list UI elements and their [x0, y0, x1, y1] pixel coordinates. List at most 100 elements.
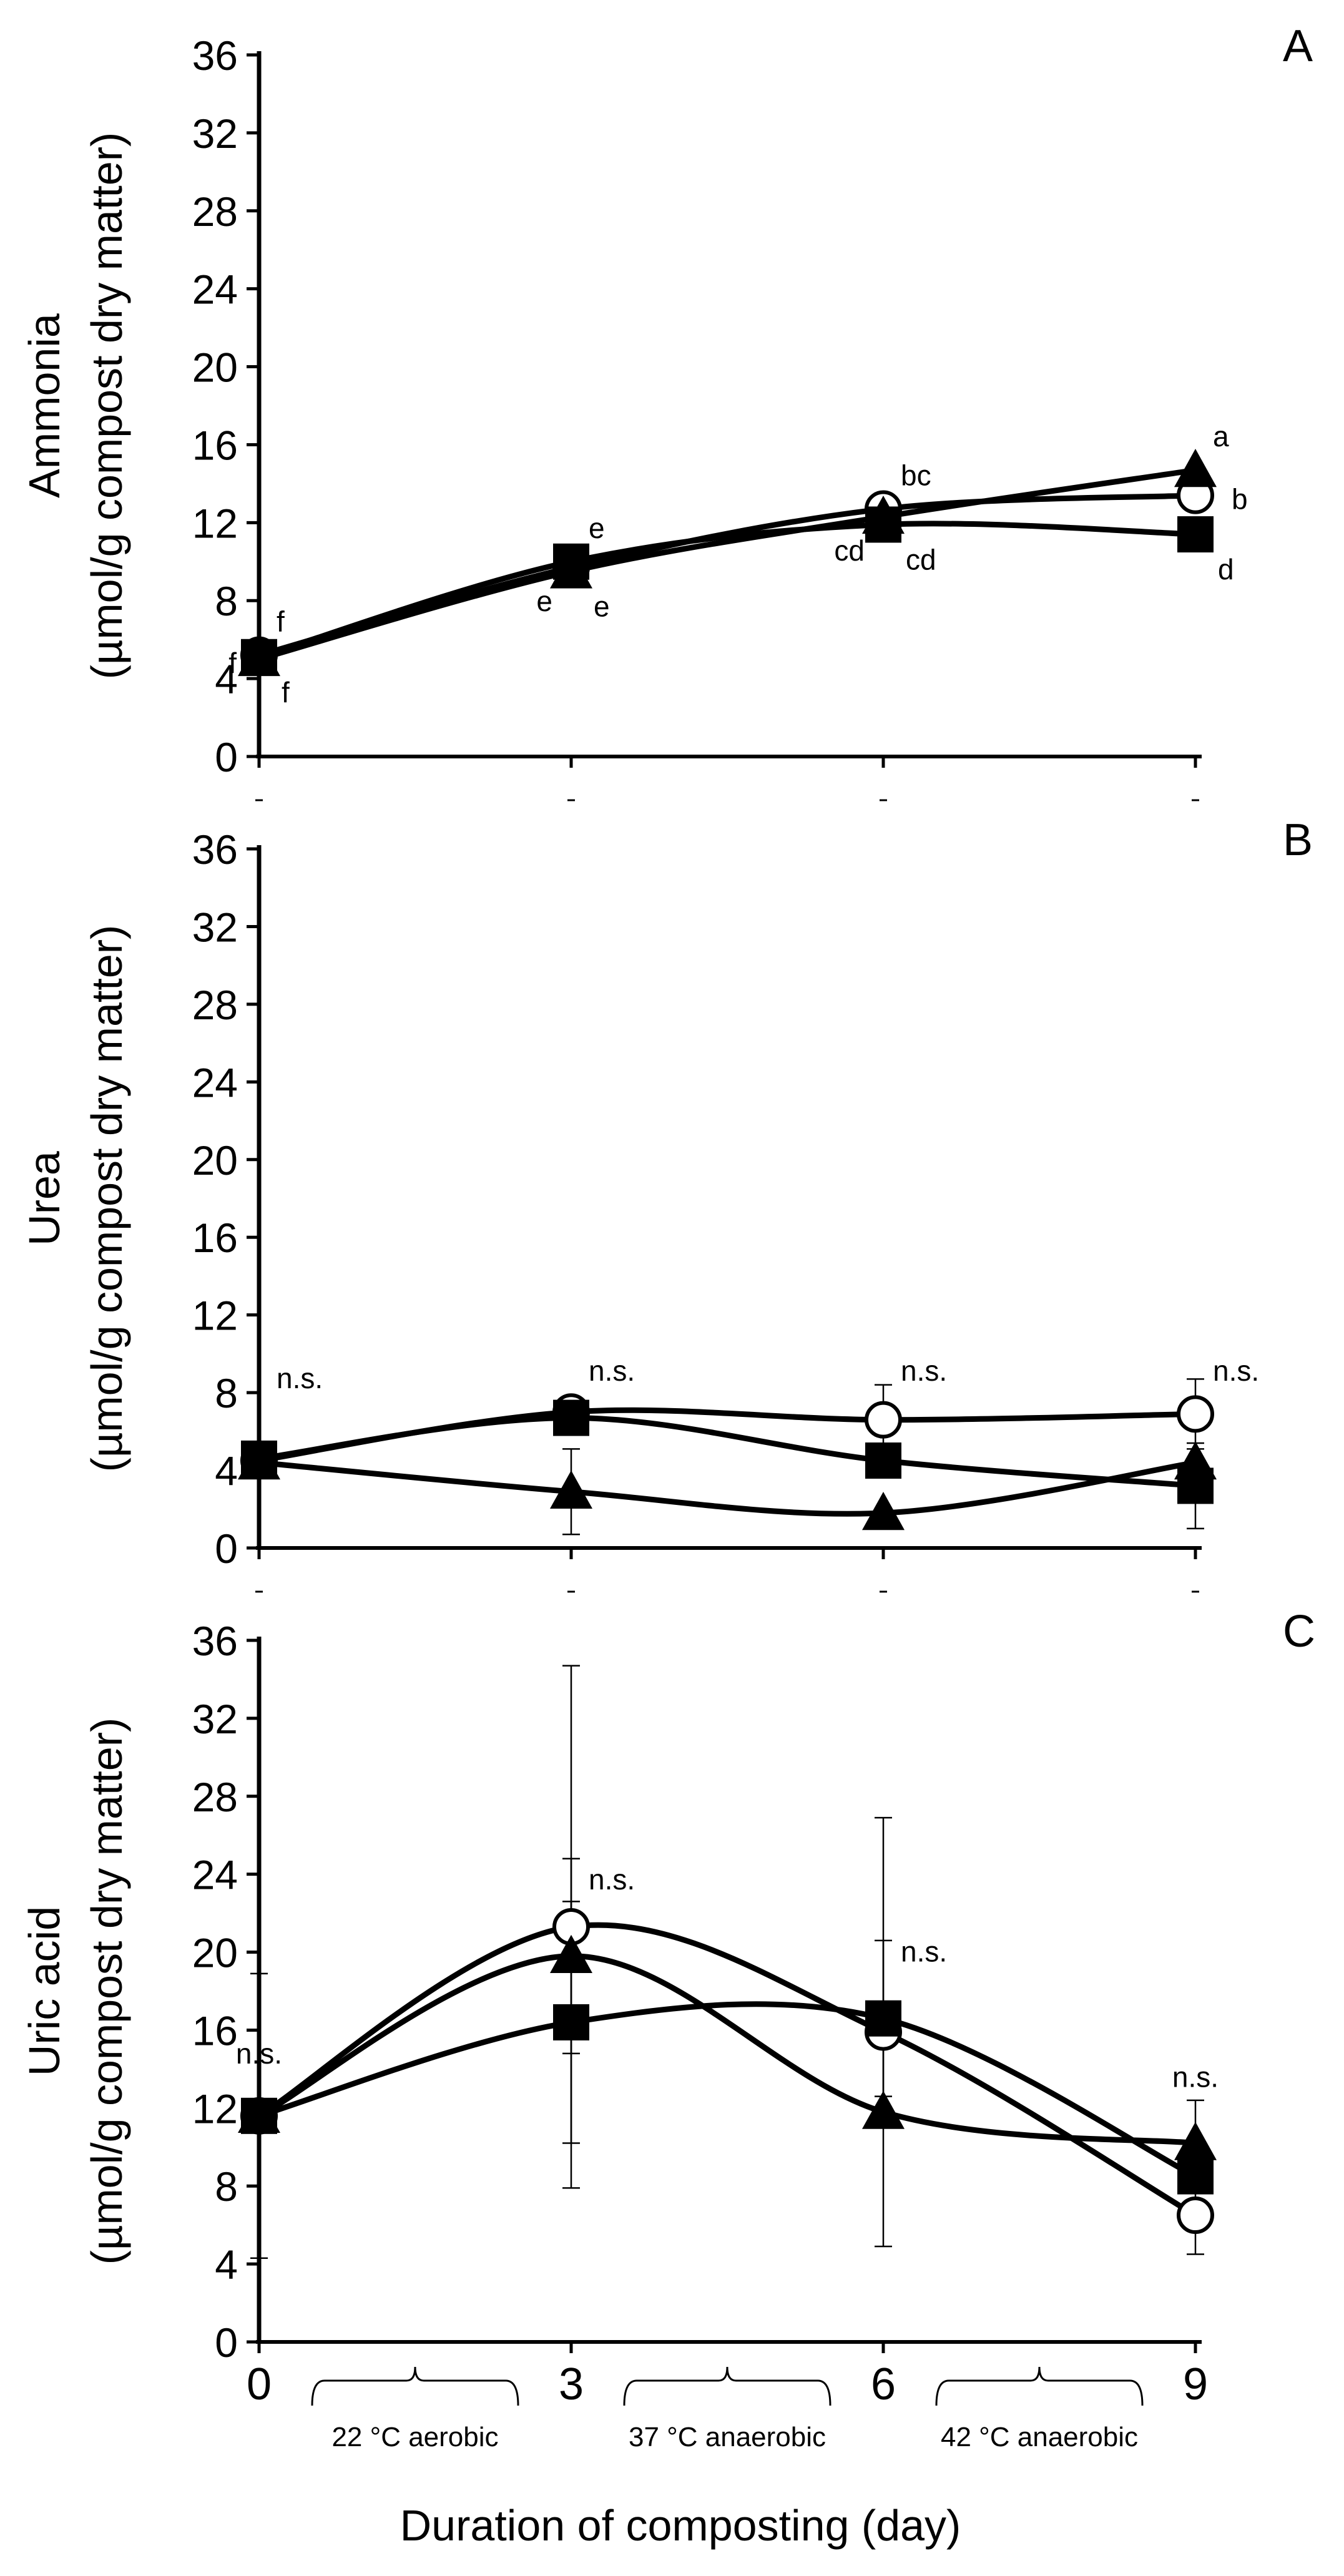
period-brace: 22 °C aerobic	[311, 2366, 519, 2452]
y-tick-label: 20	[192, 1930, 238, 1976]
significance-label: d	[1218, 553, 1234, 585]
data-point-filled-triangle	[1174, 2122, 1217, 2160]
data-point-filled-square	[553, 1399, 589, 1436]
significance-label: f	[282, 676, 290, 708]
series-markers-filled-square	[241, 1399, 1214, 1504]
y-tick-label: 24	[192, 1852, 238, 1898]
data-point-filled-square	[865, 2000, 901, 2037]
significance-label: n.s.	[1213, 1354, 1259, 1387]
significance-label: n.s.	[236, 2037, 282, 2070]
series-line-open-circle	[257, 1922, 1197, 2218]
period-brace: 37 °C anaerobic	[623, 2366, 831, 2452]
data-point-open-circle	[865, 1401, 902, 1439]
series-line-filled-square	[258, 2001, 1197, 2179]
significance-label: e	[594, 590, 610, 622]
panel-label: B	[1283, 815, 1313, 865]
data-point-filled-triangle	[550, 1470, 592, 1509]
data-point-filled-square	[553, 2004, 589, 2040]
period-brace: 42 °C anaerobic	[935, 2366, 1144, 2452]
x-axis-label: Duration of composting (day)	[400, 2501, 961, 2550]
y-tick-label: 8	[215, 1370, 238, 1416]
significance-label: a	[1213, 420, 1229, 453]
data-point-filled-square	[1177, 1467, 1214, 1504]
y-tick-label: 12	[192, 2085, 238, 2132]
y-tick-label: 4	[215, 2241, 238, 2288]
series-markers-filled-square	[241, 2000, 1214, 2195]
data-point-filled-triangle	[862, 2090, 905, 2129]
data-point-filled-square	[241, 639, 277, 675]
series-line-filled-triangle	[258, 467, 1196, 662]
period-label: 22 °C aerobic	[331, 2422, 498, 2452]
data-point-open-circle	[1177, 2196, 1214, 2235]
significance-label: b	[1232, 483, 1248, 516]
significance-label: n.s.	[589, 1863, 635, 1896]
y-tick-label: 24	[192, 1059, 238, 1105]
y-tick-label: 36	[192, 826, 238, 873]
y-tick-label: 36	[192, 1618, 238, 1664]
data-point-filled-square	[241, 2097, 277, 2134]
y-axis-label-units: (µmol/g compost dry matter)	[82, 925, 131, 1472]
y-tick-label: 8	[215, 578, 238, 624]
y-tick-label: 20	[192, 345, 238, 391]
panel-label: C	[1283, 1607, 1315, 1657]
y-tick-label: 0	[215, 2319, 238, 2366]
y-axis-label-units: (µmol/g compost dry matter)	[82, 132, 131, 680]
data-point-filled-square	[553, 543, 589, 580]
y-tick-label: 32	[192, 110, 238, 157]
x-tick-label: 6	[871, 2359, 896, 2409]
y-tick-label: 20	[192, 1137, 238, 1183]
data-point-filled-square	[241, 1440, 277, 1477]
y-tick-label: 8	[215, 2163, 238, 2210]
y-tick-label: 28	[192, 189, 238, 235]
y-axis-label: Uric acid	[20, 1906, 69, 2076]
series-line-filled-triangle	[257, 1953, 1196, 2147]
y-axis-label-units: (µmol/g compost dry matter)	[82, 1718, 131, 2265]
data-point-filled-square	[865, 506, 901, 543]
data-point-filled-square	[865, 1442, 901, 1479]
panel-b: 0 4 8 12 16 20 24 28 32 36 Urea (µmol/g compost dry…	[20, 815, 1313, 1593]
series-line-open-circle	[258, 492, 1196, 658]
brace-shape	[311, 2366, 519, 2406]
y-tick-label: 0	[215, 734, 238, 780]
period-label: 37 °C anaerobic	[629, 2422, 826, 2452]
y-tick-label: 24	[192, 267, 238, 313]
y-tick-label: 0	[215, 1526, 238, 1572]
x-tick-label: 3	[559, 2359, 584, 2409]
significance-label: n.s.	[901, 1354, 947, 1387]
significance-label: n.s.	[901, 1936, 947, 1968]
x-tick-label: 0	[247, 2359, 272, 2409]
series-markers-open-circle	[240, 476, 1214, 674]
series-line-filled-square	[258, 521, 1196, 660]
panel-a: 0 4 8 12 16 20 24 28 32 36 Ammonia (µmol/g compost …	[20, 21, 1313, 801]
significance-label: f	[228, 647, 237, 679]
brace-shape	[935, 2366, 1144, 2406]
x-tick-label: 9	[1183, 2359, 1208, 2409]
significance-label: f	[277, 605, 285, 638]
data-point-filled-triangle	[550, 1934, 592, 1973]
significance-label: bc	[901, 459, 931, 491]
significance-label: n.s.	[1172, 2061, 1219, 2094]
y-tick-label: 16	[192, 2007, 238, 2054]
period-label: 42 °C anaerobic	[941, 2422, 1138, 2452]
series-markers-filled-square	[241, 506, 1214, 675]
y-tick-label: 12	[192, 500, 238, 546]
y-axis-label: Urea	[20, 1151, 69, 1246]
series-line-filled-square	[258, 1415, 1196, 1489]
data-point-filled-square	[1177, 516, 1214, 553]
y-tick-label: 32	[192, 1696, 238, 1742]
y-tick-label: 28	[192, 1774, 238, 1820]
y-tick-label: 4	[215, 1448, 238, 1494]
y-tick-label: 4	[215, 656, 238, 702]
panel-label: A	[1283, 21, 1313, 71]
y-tick-label: 16	[192, 1215, 238, 1261]
y-tick-label: 36	[192, 32, 238, 79]
brace-shape	[623, 2366, 831, 2406]
y-axis-label: Ammonia	[20, 313, 69, 498]
data-point-filled-triangle	[1174, 449, 1217, 487]
data-point-filled-triangle	[862, 1492, 905, 1530]
series-markers-filled-triangle	[238, 449, 1217, 677]
data-point-open-circle	[1177, 1395, 1214, 1433]
significance-label: cd	[834, 534, 865, 567]
